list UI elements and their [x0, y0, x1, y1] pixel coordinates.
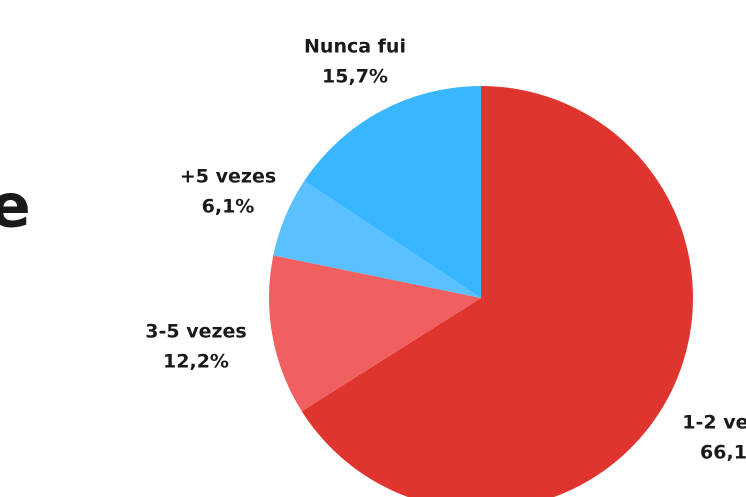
pie-slice [269, 255, 481, 412]
slice-label: +5 vezes [180, 166, 276, 188]
pie-slice [304, 86, 481, 298]
slice-value-label: 6,1% [202, 196, 255, 218]
slice-label: Nunca fui [304, 36, 406, 58]
slice-value-label: 66,1% [700, 442, 746, 464]
title-fragment: e [0, 172, 31, 242]
pie-slice [301, 86, 693, 497]
slice-label: 3-5 vezes [145, 321, 246, 343]
slice-value-label: 15,7% [322, 66, 388, 88]
pie-slice [273, 180, 481, 298]
slice-label: 1-2 vezes [682, 412, 746, 434]
slice-value-label: 12,2% [163, 351, 229, 373]
